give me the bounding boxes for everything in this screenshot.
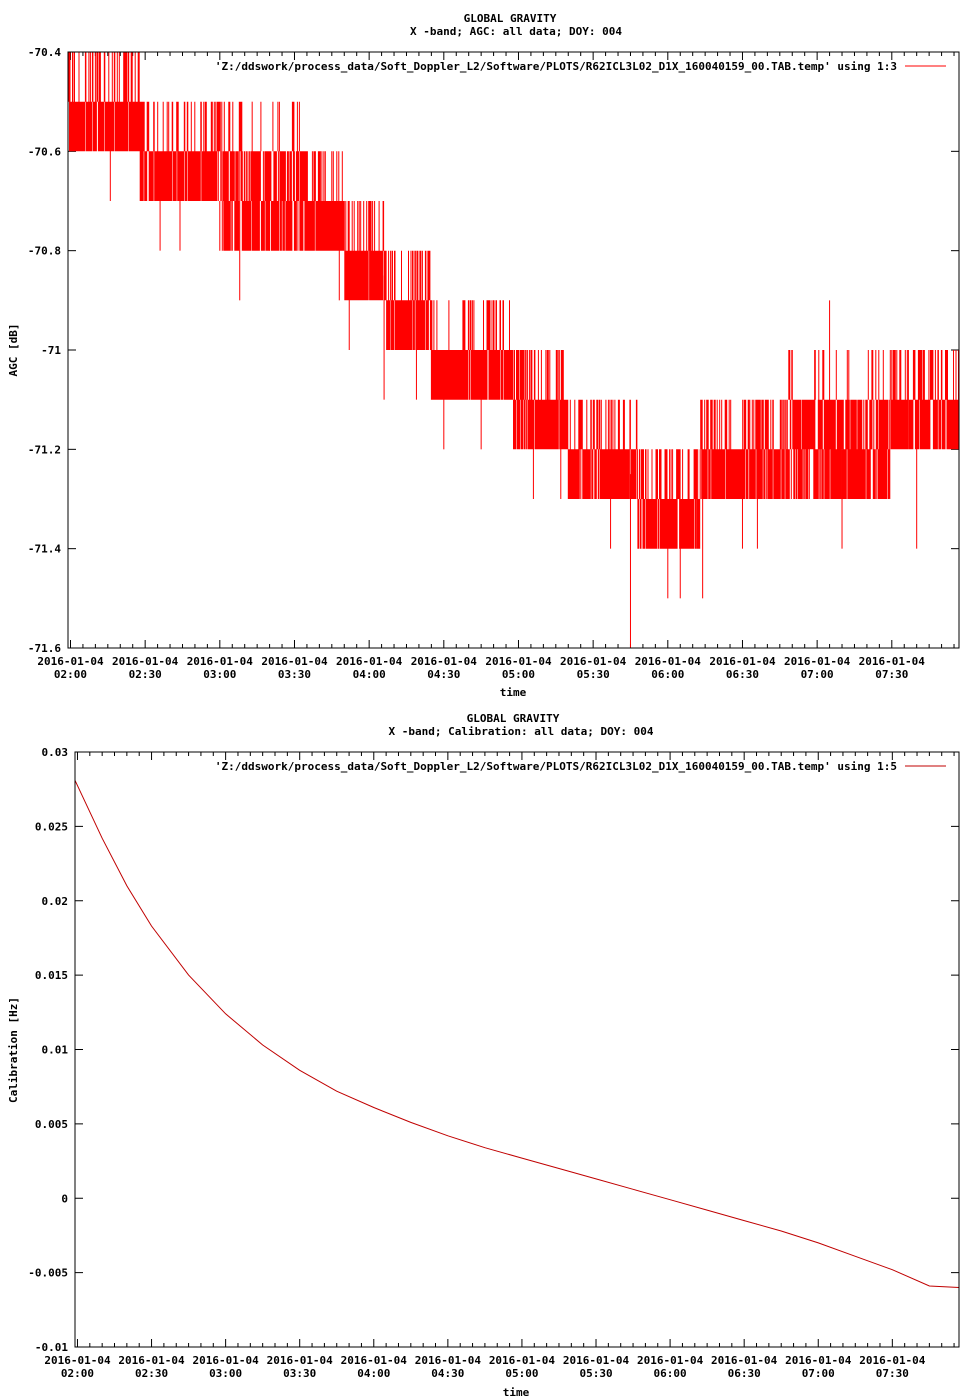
agc-y-tick-label: -70.4 <box>28 46 61 59</box>
calibration-x-tick-time: 06:30 <box>728 1367 761 1380</box>
agc-x-tick-time: 05:00 <box>502 668 535 681</box>
calibration-x-tick-date: 2016-01-04 <box>785 1354 852 1367</box>
agc-x-tick-time: 06:00 <box>651 668 684 681</box>
agc-x-tick-date: 2016-01-04 <box>336 655 403 668</box>
calibration-x-tick-date: 2016-01-04 <box>415 1354 482 1367</box>
calibration-y-tick-label: 0.025 <box>35 820 68 833</box>
agc-x-tick-date: 2016-01-04 <box>709 655 776 668</box>
calibration-x-tick-date: 2016-01-04 <box>44 1354 111 1367</box>
calibration-x-tick-time: 02:30 <box>135 1367 168 1380</box>
calibration-x-tick-time: 02:00 <box>61 1367 94 1380</box>
agc-x-tick-date: 2016-01-04 <box>261 655 328 668</box>
agc-x-tick-date: 2016-01-04 <box>37 655 104 668</box>
calibration-x-tick-date: 2016-01-04 <box>711 1354 778 1367</box>
calibration-chart-title: GLOBAL GRAVITY <box>467 712 560 725</box>
agc-x-axis: 2016-01-0402:002016-01-0402:302016-01-04… <box>37 52 955 681</box>
calibration-x-axis-label: time <box>503 1386 530 1399</box>
agc-y-tick-label: -71 <box>41 344 61 357</box>
calibration-y-axis-label: Calibration [Hz] <box>7 997 20 1103</box>
calibration-y-tick-label: 0 <box>61 1192 68 1205</box>
calibration-plot-frame <box>74 751 960 1348</box>
calibration-x-tick-date: 2016-01-04 <box>563 1354 630 1367</box>
agc-legend-label: 'Z:/ddswork/process_data/Soft_Doppler_L2… <box>215 60 897 73</box>
calibration-y-axis: 0.03 0.025 0.02 0.015 0.01 0.005 0 -0.005 -0.01 <box>28 746 959 1354</box>
agc-x-tick-time: 04:00 <box>353 668 386 681</box>
agc-x-tick-time: 07:30 <box>875 668 908 681</box>
agc-chart-subtitle: X -band; AGC: all data; DOY: 004 <box>410 25 622 38</box>
agc-x-axis-label: time <box>500 686 527 699</box>
agc-x-tick-time: 06:30 <box>726 668 759 681</box>
calibration-x-tick-time: 07:00 <box>802 1367 835 1380</box>
agc-x-tick-date: 2016-01-04 <box>784 655 851 668</box>
agc-y-tick-label: -71.2 <box>28 443 61 456</box>
agc-x-tick-time: 03:00 <box>203 668 236 681</box>
calibration-y-tick-label: -0.01 <box>35 1341 68 1354</box>
calibration-y-tick-label: 0.03 <box>42 746 69 759</box>
agc-x-tick-time: 02:30 <box>129 668 162 681</box>
agc-x-tick-date: 2016-01-04 <box>485 655 552 668</box>
calibration-x-tick-time: 04:30 <box>431 1367 464 1380</box>
calibration-chart: GLOBAL GRAVITY X -band; Calibration: all… <box>7 712 960 1399</box>
agc-x-tick-date: 2016-01-04 <box>859 655 926 668</box>
calibration-x-tick-time: 05:30 <box>579 1367 612 1380</box>
agc-y-tick-label: -71.6 <box>28 642 61 655</box>
calibration-x-tick-time: 05:00 <box>505 1367 538 1380</box>
calibration-series-line <box>74 780 960 1288</box>
calibration-legend-label: 'Z:/ddswork/process_data/Soft_Doppler_L2… <box>215 760 897 773</box>
agc-x-tick-date: 2016-01-04 <box>187 655 254 668</box>
agc-y-axis-label: AGC [dB] <box>7 324 20 377</box>
agc-chart-title: GLOBAL GRAVITY <box>464 12 557 25</box>
calibration-y-tick-label: 0.015 <box>35 969 68 982</box>
calibration-y-tick-label: -0.005 <box>28 1267 68 1280</box>
agc-y-tick-label: -70.8 <box>28 245 61 258</box>
agc-chart: GLOBAL GRAVITY X -band; AGC: all data; D… <box>7 12 960 699</box>
agc-series-trace <box>67 52 959 549</box>
calibration-y-tick-label: 0.02 <box>42 895 69 908</box>
agc-y-tick-label: -70.6 <box>28 145 61 158</box>
agc-y-tick-label: -71.4 <box>28 543 61 556</box>
calibration-x-tick-time: 03:00 <box>209 1367 242 1380</box>
agc-x-tick-time: 04:30 <box>427 668 460 681</box>
calibration-x-tick-time: 04:00 <box>357 1367 390 1380</box>
agc-x-tick-time: 03:30 <box>278 668 311 681</box>
calibration-x-tick-time: 03:30 <box>283 1367 316 1380</box>
calibration-x-tick-time: 06:00 <box>654 1367 687 1380</box>
calibration-x-tick-time: 07:30 <box>876 1367 909 1380</box>
agc-x-tick-date: 2016-01-04 <box>560 655 627 668</box>
agc-x-tick-date: 2016-01-04 <box>411 655 478 668</box>
calibration-chart-subtitle: X -band; Calibration: all data; DOY: 004 <box>389 725 654 738</box>
calibration-x-axis: 2016-01-0402:002016-01-0402:302016-01-04… <box>44 752 955 1380</box>
agc-series <box>67 52 959 648</box>
agc-x-tick-time: 02:00 <box>54 668 87 681</box>
agc-x-tick-date: 2016-01-04 <box>112 655 179 668</box>
agc-x-tick-time: 05:30 <box>577 668 610 681</box>
calibration-x-tick-date: 2016-01-04 <box>341 1354 408 1367</box>
agc-x-tick-date: 2016-01-04 <box>635 655 702 668</box>
calibration-x-tick-date: 2016-01-04 <box>193 1354 260 1367</box>
calibration-x-tick-date: 2016-01-04 <box>267 1354 334 1367</box>
agc-x-tick-time: 07:00 <box>801 668 834 681</box>
calibration-x-tick-date: 2016-01-04 <box>859 1354 926 1367</box>
agc-plot-frame <box>67 51 960 649</box>
calibration-x-tick-date: 2016-01-04 <box>489 1354 556 1367</box>
calibration-series <box>74 780 960 1288</box>
calibration-y-tick-label: 0.01 <box>42 1044 69 1057</box>
calibration-x-tick-date: 2016-01-04 <box>637 1354 704 1367</box>
calibration-y-tick-label: 0.005 <box>35 1118 68 1131</box>
calibration-x-tick-date: 2016-01-04 <box>118 1354 185 1367</box>
